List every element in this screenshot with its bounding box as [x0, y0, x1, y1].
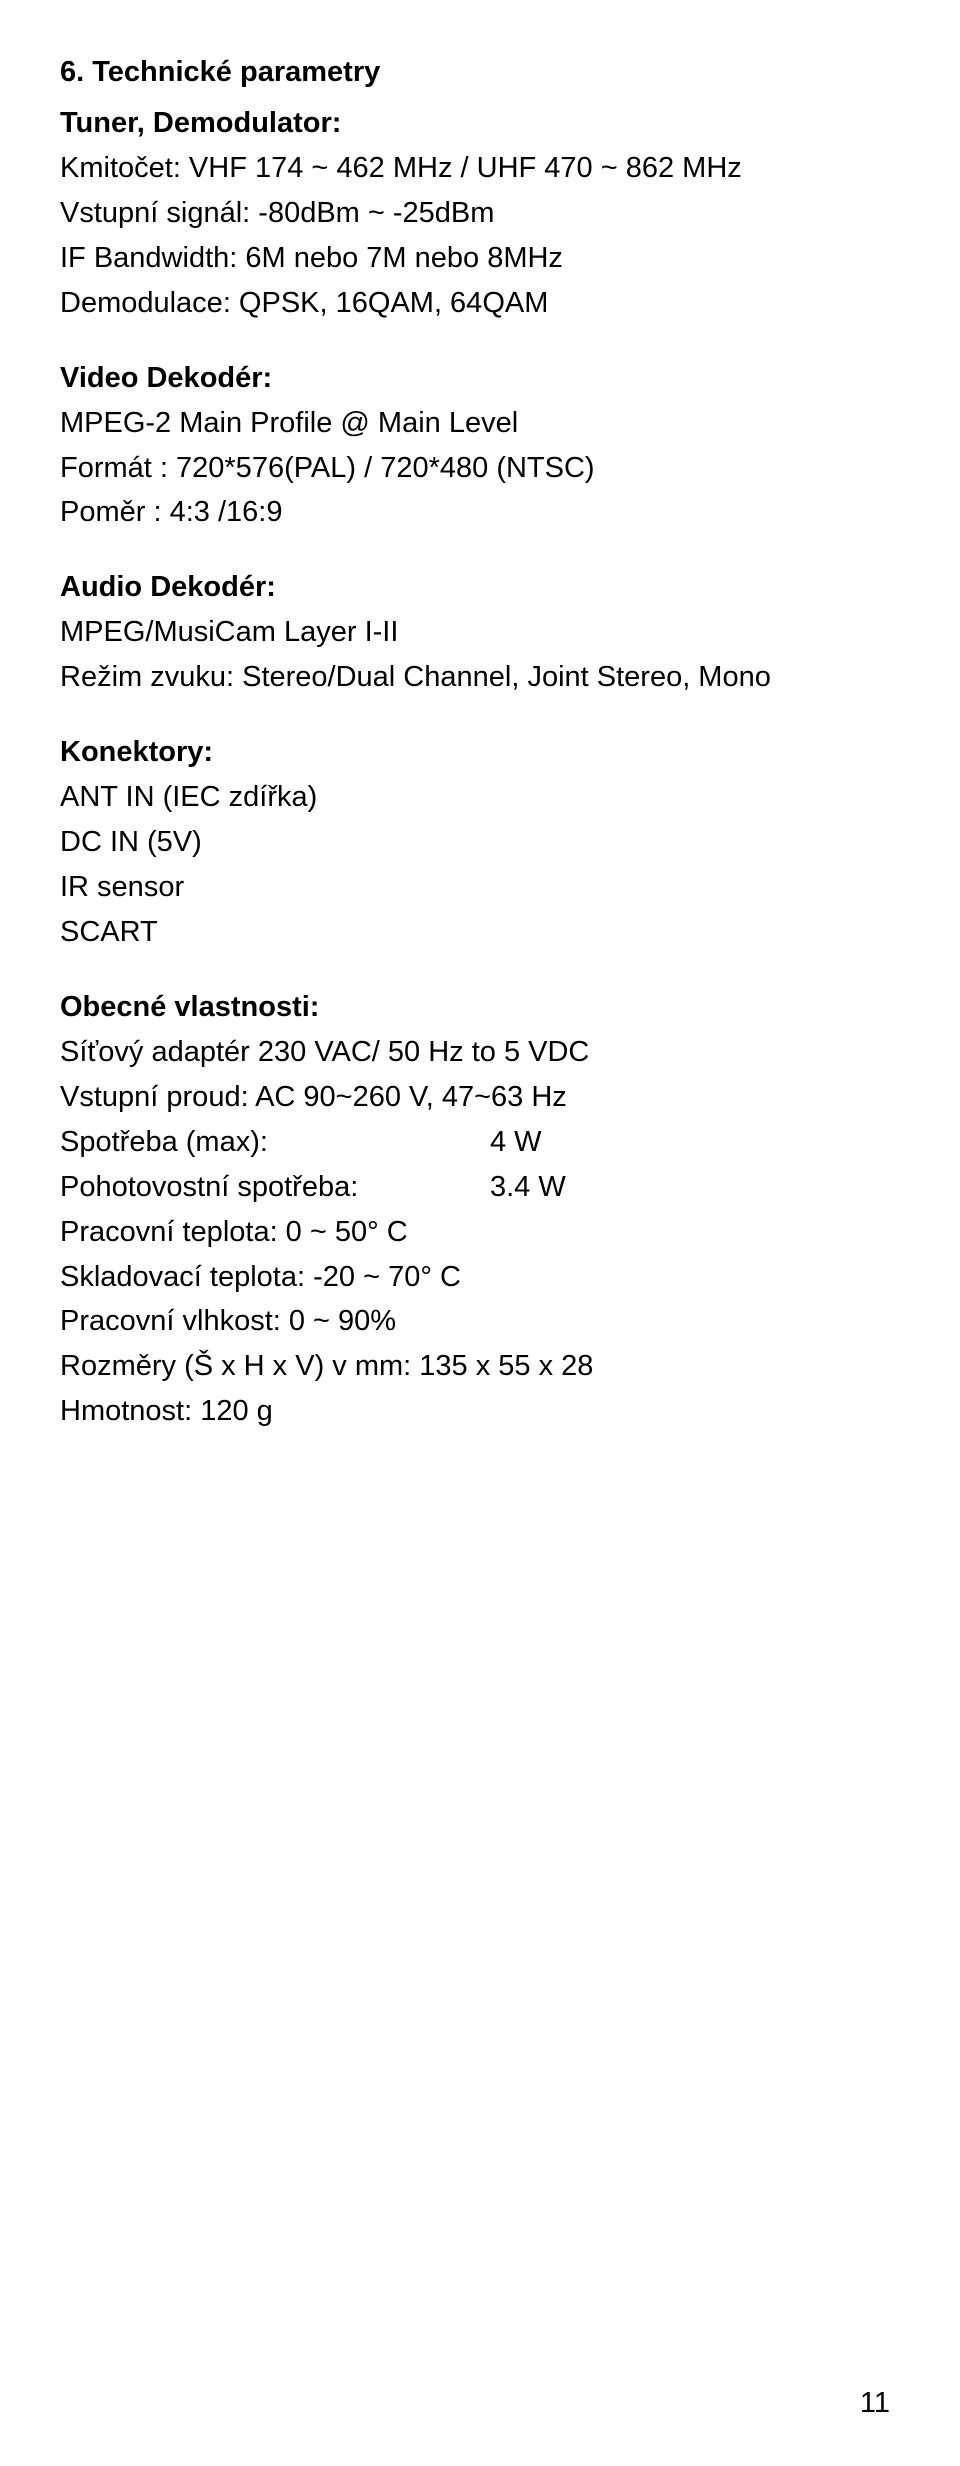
spec-line: IF Bandwidth: 6M nebo 7M nebo 8MHz [60, 236, 900, 281]
page-section-header: 6. Technické parametry [60, 50, 900, 95]
spec-line: Pracovní vlhkost: 0 ~ 90% [60, 1299, 900, 1344]
spec-line: Hmotnost: 120 g [60, 1389, 900, 1434]
section-title-connectors: Konektory: [60, 730, 900, 775]
spec-line: Síťový adaptér 230 VAC/ 50 Hz to 5 VDC [60, 1030, 900, 1075]
spec-row: Spotřeba (max):4 W [60, 1120, 900, 1165]
spec-line: MPEG-2 Main Profile @ Main Level [60, 401, 900, 446]
spec-line: Rozměry (Š x H x V) v mm: 135 x 55 x 28 [60, 1344, 900, 1389]
spec-line: Kmitočet: VHF 174 ~ 462 MHz / UHF 470 ~ … [60, 146, 900, 191]
section-title-audio: Audio Dekodér: [60, 565, 900, 610]
spec-line: ANT IN (IEC zdířka) [60, 775, 900, 820]
page: 6. Technické parametry Tuner, Demodulato… [0, 0, 960, 2466]
spec-label: Spotřeba (max): [60, 1120, 490, 1165]
spec-line: Vstupní proud: AC 90~260 V, 47~63 Hz [60, 1075, 900, 1120]
spec-line: IR sensor [60, 865, 900, 910]
spec-row: Pohotovostní spotřeba:3.4 W [60, 1165, 900, 1210]
spec-line: Vstupní signál: -80dBm ~ -25dBm [60, 191, 900, 236]
section-title-tuner: Tuner, Demodulator: [60, 101, 900, 146]
spec-line: Režim zvuku: Stereo/Dual Channel, Joint … [60, 655, 900, 700]
spec-line: Demodulace: QPSK, 16QAM, 64QAM [60, 281, 900, 326]
spec-value: 4 W [490, 1126, 542, 1158]
spec-line: Poměr : 4:3 /16:9 [60, 490, 900, 535]
section-title-video: Video Dekodér: [60, 356, 900, 401]
spec-line: DC IN (5V) [60, 820, 900, 865]
page-number: 11 [860, 2381, 890, 2426]
spec-line: SCART [60, 910, 900, 955]
spec-value: 3.4 W [490, 1171, 566, 1203]
spec-line: Pracovní teplota: 0 ~ 50° C [60, 1210, 900, 1255]
spec-line: Skladovací teplota: -20 ~ 70° C [60, 1255, 900, 1300]
spec-label: Pohotovostní spotřeba: [60, 1165, 490, 1210]
spec-line: MPEG/MusiCam Layer I-II [60, 610, 900, 655]
spec-line: Formát : 720*576(PAL) / 720*480 (NTSC) [60, 446, 900, 491]
section-title-general: Obecné vlastnosti: [60, 985, 900, 1030]
